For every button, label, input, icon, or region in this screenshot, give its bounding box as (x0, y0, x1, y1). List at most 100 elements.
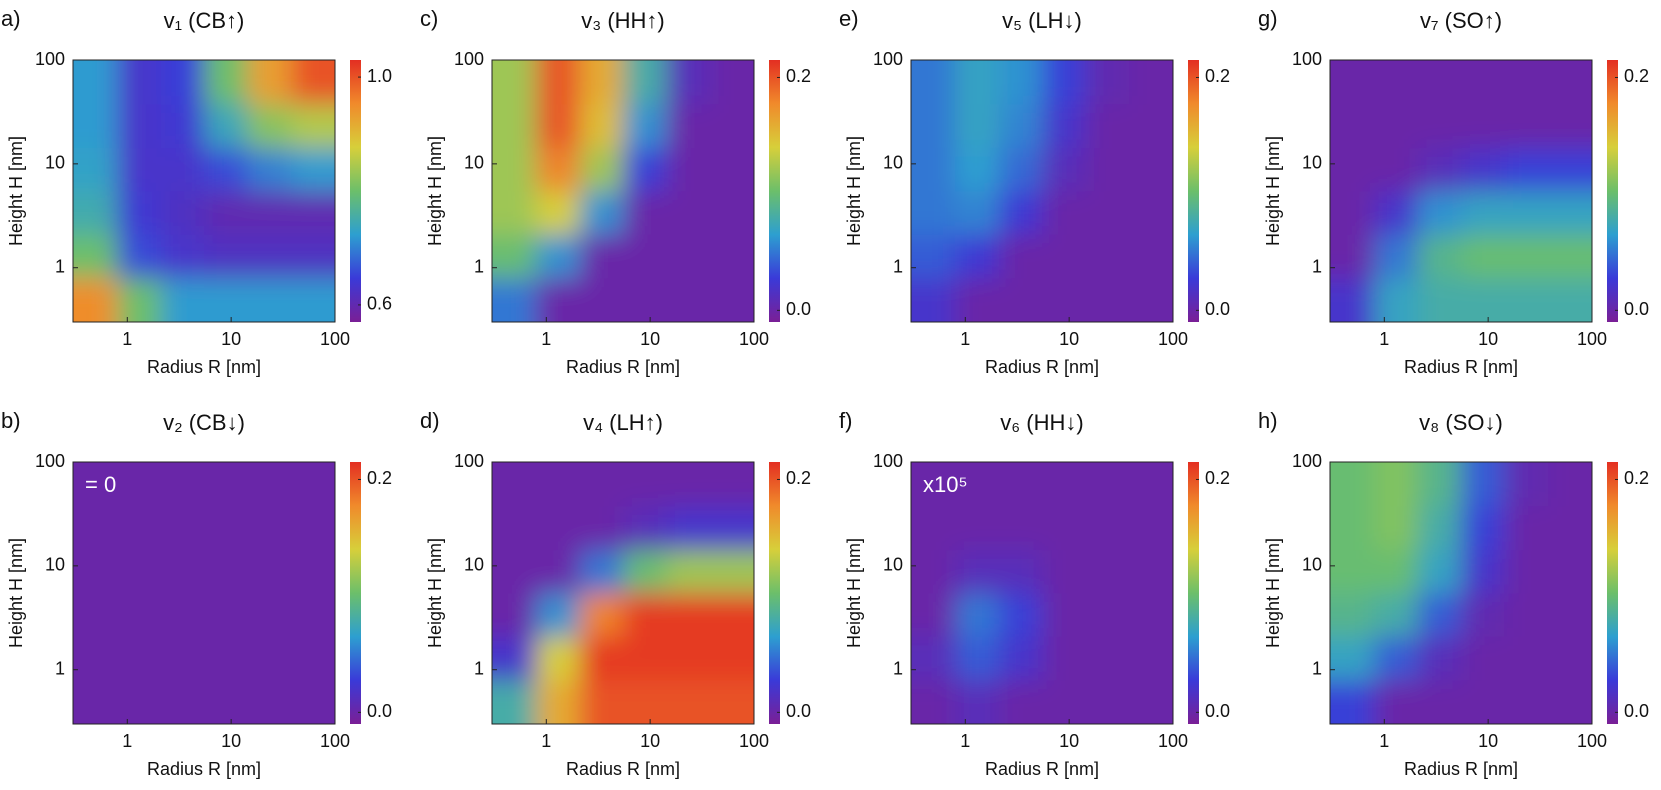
y-axis-label: Height H [nm] (6, 538, 26, 648)
heatmap-cell (117, 505, 162, 551)
heatmap-cell (1042, 636, 1086, 681)
heatmap-cell (1129, 679, 1173, 724)
heatmap-cell (623, 679, 667, 724)
heatmap-cell (623, 60, 667, 105)
heatmap-cell (492, 462, 537, 507)
heatmap-cell (492, 190, 537, 235)
heatmap-cell (710, 190, 754, 235)
heatmap-cell (1461, 505, 1505, 551)
colorbar-tick-label: 0.0 (1205, 299, 1230, 319)
heatmap-cell (710, 462, 754, 507)
heatmap-cell (247, 549, 292, 594)
plot-frame (1329, 59, 1593, 323)
y-tick-label: 1 (55, 256, 65, 276)
x-tick-label: 100 (739, 731, 769, 751)
heatmap-cell (1461, 636, 1505, 681)
heatmap-cell (911, 679, 956, 724)
heatmap-cell (1129, 147, 1173, 192)
heatmap-cell (666, 60, 711, 105)
heatmap-cell (1330, 462, 1375, 507)
heatmap-cell (204, 190, 248, 235)
heatmap-cell (73, 679, 118, 724)
heatmap-cell (955, 592, 1000, 637)
y-tick-label: 100 (1292, 49, 1322, 69)
heatmap-cell (579, 277, 624, 322)
heatmap-cell (579, 234, 624, 279)
heatmap-cell (955, 277, 1000, 322)
x-axis-label: Radius R [nm] (147, 357, 261, 377)
y-tick-label: 1 (55, 658, 65, 678)
heatmap-cell (1461, 60, 1505, 105)
heatmap-cell (623, 505, 667, 551)
heatmap-cell (73, 60, 118, 105)
x-tick-label: 100 (1577, 731, 1607, 751)
y-tick-label: 100 (454, 451, 484, 471)
x-tick-label: 10 (1059, 731, 1079, 751)
annotation: x10⁵ (923, 472, 968, 497)
heatmap-cell (1504, 679, 1549, 724)
heatmap-cell (73, 505, 118, 551)
y-axis-label: Height H [nm] (844, 136, 864, 246)
heatmap-cell (492, 103, 537, 149)
heatmap-cell (955, 679, 1000, 724)
heatmap-cell (247, 636, 292, 681)
heatmap-cell (160, 505, 205, 551)
y-axis-label: Height H [nm] (425, 136, 445, 246)
panel-label: g) (1258, 6, 1278, 31)
heatmap-cell (1504, 505, 1549, 551)
heatmap-cell (117, 147, 162, 192)
heatmap-cell (1085, 462, 1130, 507)
x-tick-label: 1 (1379, 731, 1389, 751)
heatmap-cell (536, 103, 581, 149)
heatmap-cell (579, 190, 624, 235)
heatmap-cell (1085, 147, 1130, 192)
heatmap-cell (247, 190, 292, 235)
heatmap-cell (247, 60, 292, 105)
heatmap-cell (1330, 234, 1375, 279)
heatmap-cell (73, 234, 118, 279)
heatmap-cell (666, 103, 711, 149)
heatmap-cell (117, 103, 162, 149)
heatmap-cell (666, 549, 711, 594)
heatmap-cell (1548, 234, 1592, 279)
colorbar-tick-label: 0.0 (1624, 299, 1649, 319)
x-tick-label: 10 (1478, 731, 1498, 751)
panel-title: v₈ (SO↓) (1419, 410, 1503, 435)
y-axis-label: Height H [nm] (1263, 136, 1283, 246)
heatmap-cell (998, 592, 1043, 637)
heatmap-cell (204, 462, 248, 507)
panel-title: v₇ (SO↑) (1420, 8, 1502, 33)
heatmap-cell (579, 549, 624, 594)
panel-label: h) (1258, 408, 1278, 433)
heatmap-cell (247, 277, 292, 322)
heatmap-cell (623, 462, 667, 507)
plot-area (911, 462, 1173, 724)
heatmap-cell (247, 505, 292, 551)
heatmap-cell (1417, 505, 1462, 551)
heatmap-cell (117, 549, 162, 594)
heatmap-cell (1504, 462, 1549, 507)
heatmap-cell (1374, 549, 1419, 594)
heatmap-cell (623, 190, 667, 235)
y-axis-label: Height H [nm] (425, 538, 445, 648)
heatmap-cell (911, 592, 956, 637)
heatmap-cell (1461, 190, 1505, 235)
heatmap-cell (160, 234, 205, 279)
colorbar-tick-label: 0.0 (1205, 701, 1230, 721)
heatmap-cell (998, 462, 1043, 507)
heatmap-cell (1085, 679, 1130, 724)
heatmap-cell (1042, 147, 1086, 192)
heatmap-cell (623, 277, 667, 322)
heatmap-cell (117, 679, 162, 724)
y-tick-label: 1 (1312, 256, 1322, 276)
x-tick-label: 10 (221, 731, 241, 751)
panel-title: v₃ (HH↑) (581, 8, 665, 33)
heatmap-cell (1330, 147, 1375, 192)
colorbar-tick-label: 0.2 (1205, 468, 1230, 488)
y-axis-label: Height H [nm] (1263, 538, 1283, 648)
heatmap-cell (204, 505, 248, 551)
heatmap-cell (73, 277, 118, 322)
heatmap-cell (117, 190, 162, 235)
heatmap (492, 462, 754, 724)
heatmap-cell (1085, 103, 1130, 149)
